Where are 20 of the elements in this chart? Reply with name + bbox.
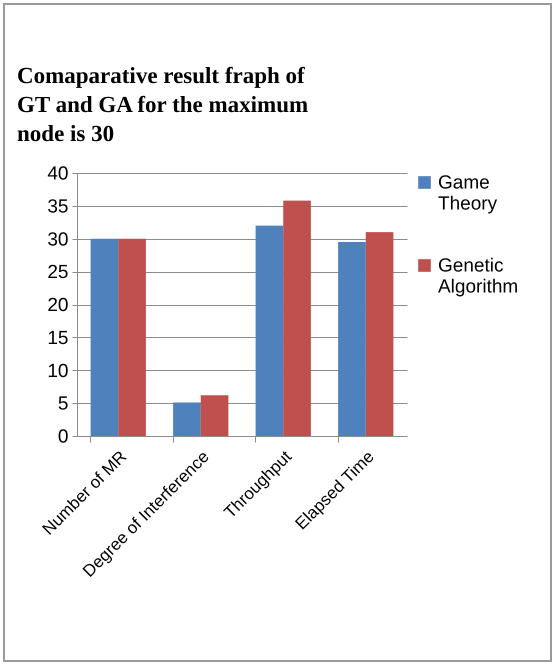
y-tick-label: 25 bbox=[47, 262, 68, 284]
bar bbox=[173, 402, 201, 436]
y-tick-label: 15 bbox=[47, 328, 68, 349]
bar bbox=[90, 238, 118, 436]
y-tick-label: 20 bbox=[47, 295, 68, 316]
y-tick-label: 10 bbox=[47, 360, 68, 382]
bar bbox=[338, 242, 366, 436]
y-tick-label: 30 bbox=[47, 229, 68, 250]
bar bbox=[200, 395, 228, 436]
y-tick-label: 40 bbox=[47, 164, 68, 184]
bar bbox=[118, 238, 146, 436]
legend-label: Genetic Algorithm bbox=[438, 256, 518, 298]
y-tick-label: 0 bbox=[58, 426, 68, 448]
bar bbox=[256, 226, 284, 436]
bar bbox=[366, 232, 394, 436]
chart-title: Comaparative result fraph of GT and GA for the maximum node is 30 bbox=[17, 63, 308, 146]
y-tick-label: 5 bbox=[58, 394, 68, 415]
bar bbox=[283, 200, 311, 436]
y-tick-label: 35 bbox=[47, 196, 68, 218]
legend-label: Game Theory bbox=[438, 172, 498, 214]
